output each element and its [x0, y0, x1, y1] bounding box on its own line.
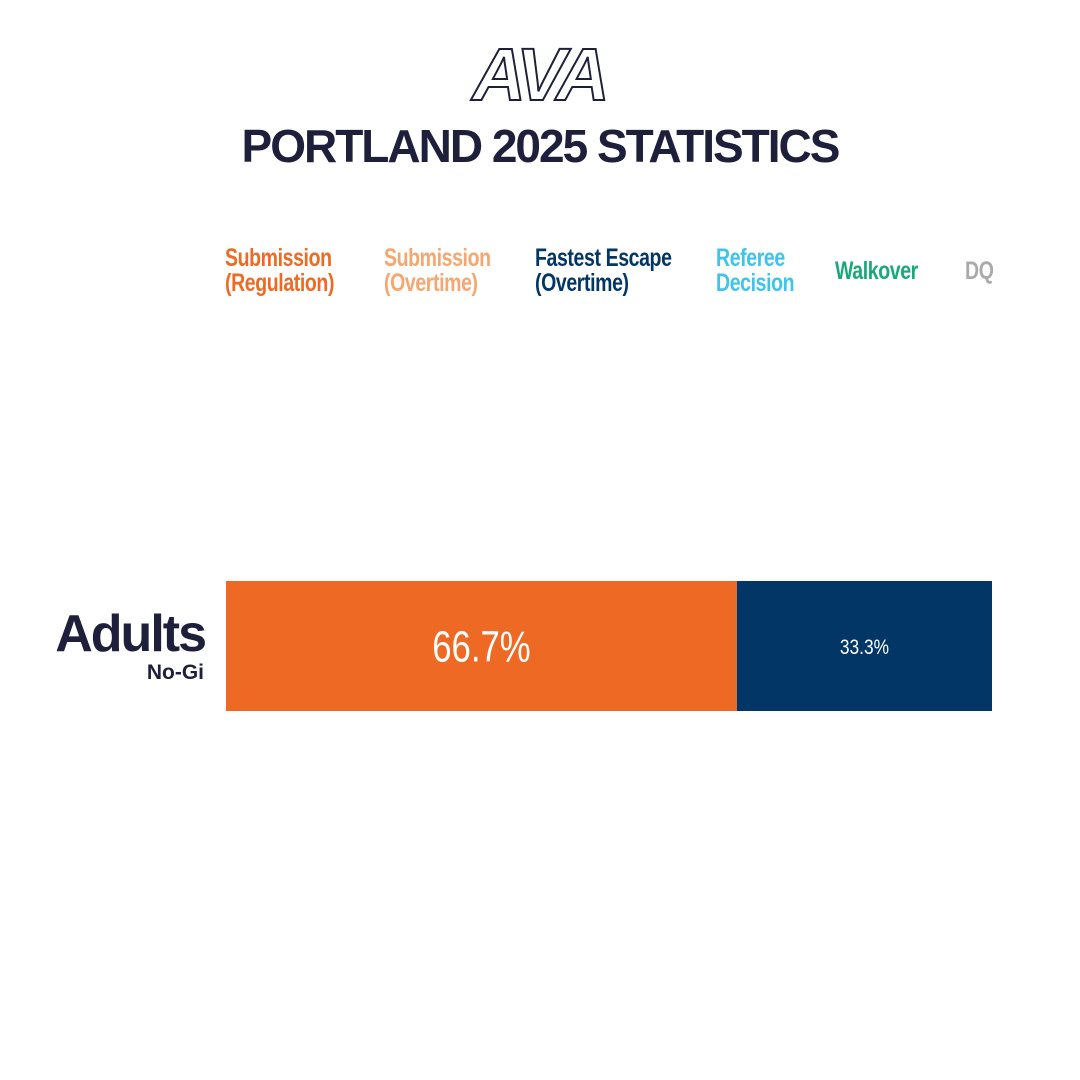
bar-segment [736, 581, 992, 711]
legend-entry: Walkover [835, 257, 918, 285]
legend-entry: Fastest Escape (Overtime) [535, 244, 672, 297]
bar-segment [226, 581, 737, 711]
legend-entry: Referee Decision [716, 244, 795, 297]
legend-entry: Submission (Regulation) [225, 244, 335, 297]
logo: AVA [470, 33, 605, 116]
value-label: 33.3% [840, 635, 889, 659]
legend-entry: Submission (Overtime) [384, 244, 491, 297]
legend-entry: DQ [965, 257, 994, 285]
value-label: 66.7% [432, 623, 530, 672]
category-subtitle: No-Gi [147, 661, 204, 684]
chart-title: PORTLAND 2025 STATISTICS [242, 120, 839, 172]
category-label: Adults [55, 605, 205, 663]
